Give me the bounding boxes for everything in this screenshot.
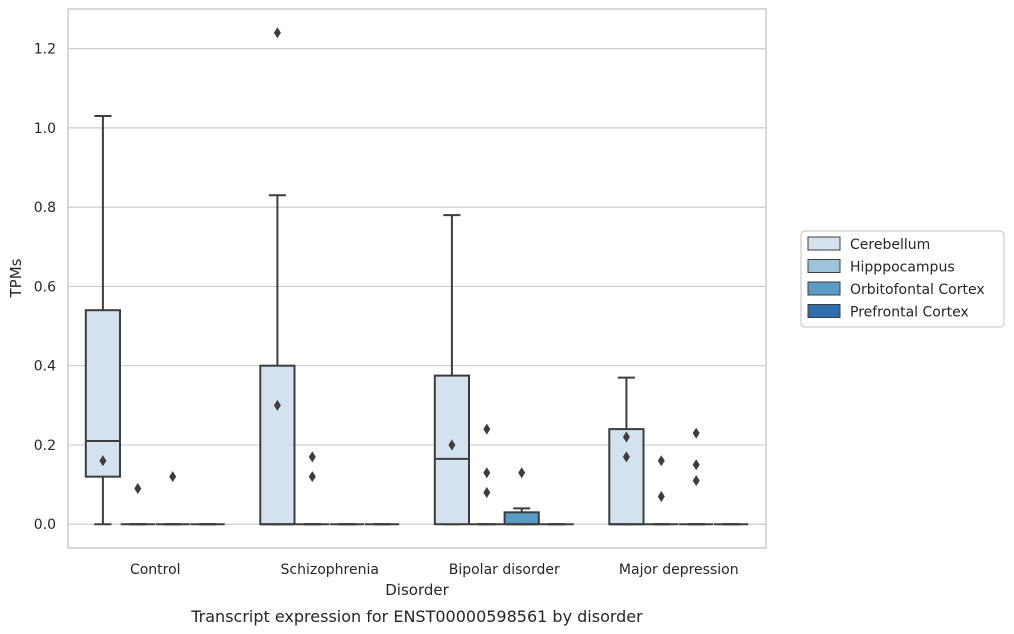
grid-lines xyxy=(68,48,766,525)
outlier-point xyxy=(308,471,316,483)
outlier-point xyxy=(483,467,491,479)
legend-label: Hipppocampus xyxy=(850,260,955,276)
y-tick-label: 0.6 xyxy=(34,279,56,295)
y-tick-label: 1.2 xyxy=(34,42,56,58)
plot-frame xyxy=(67,8,767,549)
y-tick-labels: 0.0 0.2 0.4 0.6 0.8 1.0 1.2 xyxy=(34,42,56,534)
legend-label: Cerebellum xyxy=(850,237,930,253)
outlier-point xyxy=(622,431,630,443)
y-tick-label: 0.0 xyxy=(34,517,56,533)
outlier-point xyxy=(657,455,665,467)
box-2-1 xyxy=(469,423,504,526)
x-tick-label: Schizophrenia xyxy=(281,562,379,578)
legend-label: Orbitofontal Cortex xyxy=(850,282,985,298)
box-body xyxy=(608,428,645,526)
legend-swatch xyxy=(807,304,841,318)
outlier-point xyxy=(692,475,700,487)
outlier-point xyxy=(134,483,142,495)
x-tick-label: Control xyxy=(130,562,181,578)
outlier-point xyxy=(99,455,107,467)
outlier-point xyxy=(483,423,491,435)
x-tick-label: Major depression xyxy=(619,562,739,578)
x-tick-labels: Control Schizophrenia Bipolar disorder Majo… xyxy=(130,562,739,578)
box-3-2 xyxy=(679,427,714,526)
box-1-0 xyxy=(259,27,296,526)
outlier-point xyxy=(483,487,491,499)
outlier-point xyxy=(308,451,316,463)
box-body xyxy=(503,511,540,526)
box-body xyxy=(259,364,296,526)
y-tick-label: 0.2 xyxy=(34,438,56,454)
box-0-2 xyxy=(155,471,190,526)
box-0-1 xyxy=(120,483,155,526)
outlier-point xyxy=(273,399,281,411)
legend-swatch xyxy=(807,236,841,251)
outlier-point xyxy=(692,459,700,471)
box-0-0 xyxy=(84,115,122,526)
box-3-0 xyxy=(608,376,645,526)
box-2-0 xyxy=(433,214,471,526)
legend: Cerebellum Hipppocampus Orbitofontal Corte… xyxy=(800,230,1005,328)
outlier-point xyxy=(692,427,700,439)
x-axis-label: Disorder xyxy=(385,581,449,599)
outlier-point xyxy=(448,439,456,451)
y-axis-label: TPMs xyxy=(7,258,25,298)
outlier-point xyxy=(518,467,526,479)
y-tick-label: 1.0 xyxy=(34,121,56,137)
legend-label: Prefrontal Cortex xyxy=(850,305,969,321)
box-marks xyxy=(84,27,749,526)
outlier-point xyxy=(169,471,177,483)
box-body xyxy=(84,309,122,478)
outlier-point xyxy=(622,451,630,463)
outlier-point xyxy=(273,27,281,39)
y-tick-label: 0.8 xyxy=(34,200,56,216)
box-1-1 xyxy=(295,451,330,526)
box-3-1 xyxy=(644,455,679,526)
legend-swatch xyxy=(807,259,841,273)
chart-caption: Transcript expression for ENST0000059856… xyxy=(190,607,643,626)
legend-swatch xyxy=(807,281,841,296)
box-2-2 xyxy=(503,467,540,526)
legend-frame xyxy=(800,230,1005,328)
y-tick-label: 0.4 xyxy=(34,359,56,375)
outlier-point xyxy=(657,490,665,502)
x-tick-label: Bipolar disorder xyxy=(449,562,560,578)
